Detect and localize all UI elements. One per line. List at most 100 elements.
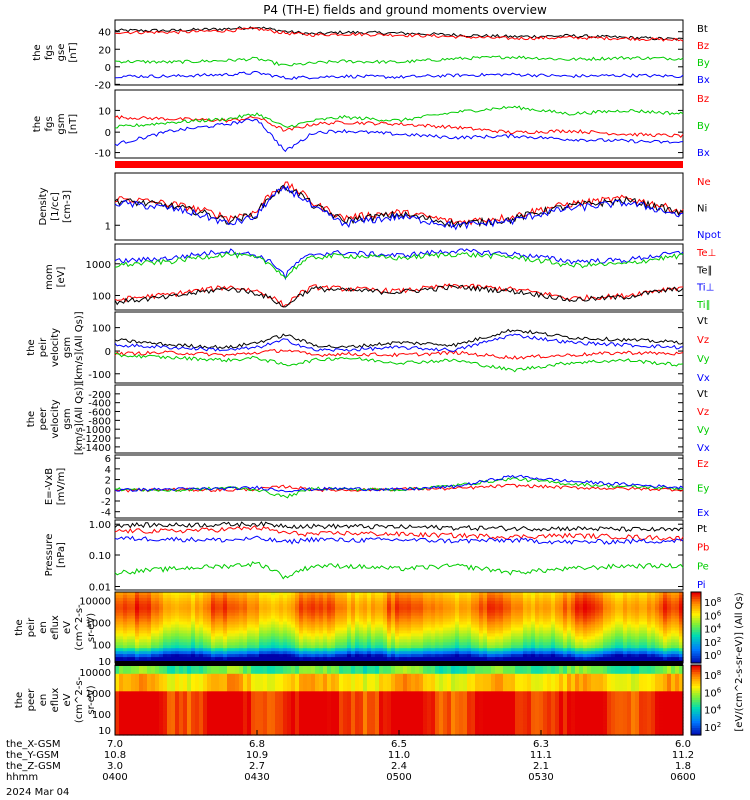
spectrogram-cell <box>283 732 288 736</box>
spectrogram-cell <box>503 648 508 652</box>
spectrogram-cell <box>163 732 168 736</box>
spectrogram-cell <box>343 609 348 614</box>
spectrogram-cell <box>191 685 196 689</box>
spectrogram-cell <box>367 651 372 655</box>
spectrogram-cell <box>291 633 296 637</box>
spectrogram-cell <box>175 603 180 608</box>
spectrogram-cell <box>427 633 432 637</box>
spectrogram-cell <box>595 618 600 623</box>
spectrogram-cell <box>211 726 216 730</box>
spectrogram-cell <box>239 673 244 678</box>
spectrogram-cell <box>335 642 340 646</box>
spectrogram-cell <box>323 657 328 661</box>
spectrogram-cell <box>519 654 524 658</box>
spectrogram-cell <box>171 702 176 707</box>
spectrogram-cell <box>511 642 516 646</box>
spectrogram-cell <box>307 673 312 678</box>
spectrogram-cell <box>383 648 388 652</box>
spectrogram-cell <box>335 624 340 629</box>
spectrogram-cell <box>159 618 164 623</box>
spectrogram-cell <box>375 633 380 637</box>
spectrogram-cell <box>611 600 616 605</box>
spectrogram-cell <box>543 636 548 640</box>
spectrogram-cell <box>451 630 456 635</box>
spectrogram-cell <box>155 592 160 596</box>
spectrogram-cell <box>523 636 528 640</box>
spectrogram-cell <box>275 694 280 698</box>
spectrogram-cell <box>251 714 256 719</box>
spectrogram-cell <box>383 592 388 596</box>
spectrogram-cell <box>435 633 440 637</box>
spectrogram-cell <box>123 612 128 617</box>
spectrogram-cell <box>167 603 172 608</box>
spectrogram-cell <box>251 676 256 681</box>
spectrogram-cell <box>655 645 660 649</box>
spectrogram-cell <box>559 636 564 640</box>
spectrogram-cell <box>131 639 136 643</box>
spectrogram-cell <box>323 642 328 646</box>
spectrogram-cell <box>411 606 416 611</box>
spectrogram-cell <box>575 633 580 637</box>
spectrogram-cell <box>207 665 212 669</box>
spectrogram-cell <box>227 732 232 736</box>
spectrogram-cell <box>131 627 136 632</box>
spectrogram-cell <box>355 615 360 620</box>
spectrogram-cell <box>175 621 180 626</box>
spectrogram-cell <box>307 654 312 658</box>
spectrogram-cell <box>635 595 640 599</box>
spectrogram-cell <box>143 642 148 646</box>
spectrogram-cell <box>115 606 120 611</box>
spectrogram-cell <box>307 657 312 661</box>
spectrogram-cell <box>123 665 128 669</box>
legend-density-1: Ni <box>697 204 707 215</box>
spectrogram-cell <box>387 651 392 655</box>
spectrogram-cell <box>567 615 572 620</box>
spectrogram-cell <box>171 592 176 596</box>
spectrogram-cell <box>511 648 516 652</box>
spectrogram-cell <box>175 682 180 686</box>
spectrogram-cell <box>291 682 296 686</box>
spectrogram-cell <box>551 618 556 623</box>
spectrogram-cell <box>655 639 660 643</box>
spectrogram-cell <box>383 624 388 629</box>
spectrogram-cell <box>275 621 280 626</box>
spectrogram-cell <box>419 633 424 637</box>
spectrogram-cell <box>287 705 292 710</box>
spectrogram-cell <box>123 603 128 608</box>
spectrogram-cell <box>171 729 176 733</box>
spectrogram-cell <box>211 630 216 635</box>
series-density-Npot <box>114 185 684 231</box>
spectrogram-cell <box>263 729 268 733</box>
spectrogram-cell <box>187 612 192 617</box>
spectrogram-cell <box>119 717 124 721</box>
spectrogram-cell <box>455 648 460 652</box>
spectrogram-cell <box>511 657 516 661</box>
spectrogram-cell <box>203 717 208 721</box>
spectrogram-cell <box>279 726 284 730</box>
spectrogram-cell <box>239 648 244 652</box>
spectrogram-cell <box>603 654 608 658</box>
spectrogram-cell <box>295 618 300 623</box>
spectrogram-cell <box>187 633 192 637</box>
spectrogram-cell <box>307 700 312 704</box>
spectrogram-cell <box>183 670 188 675</box>
spectrogram-cell <box>295 708 300 713</box>
spectrogram-cell <box>215 618 220 623</box>
spectrogram-cell <box>183 592 188 596</box>
spectrogram-cell <box>295 609 300 614</box>
spectrogram-cell <box>255 603 260 608</box>
spectrogram-cell <box>219 732 224 736</box>
spectrogram-cell <box>547 648 552 652</box>
spectrogram-cell <box>447 618 452 623</box>
spectrogram-cell <box>355 627 360 632</box>
spectrogram-cell <box>387 657 392 661</box>
spectrogram-cell <box>439 651 444 655</box>
spectrogram-cell <box>339 702 344 707</box>
ytick-label: 0 <box>105 128 111 139</box>
spectrogram-cell <box>651 618 656 623</box>
spectrogram-cell <box>123 702 128 707</box>
spectrogram-cell <box>183 700 188 704</box>
spectrogram-cell <box>279 603 284 608</box>
spectrogram-cell <box>475 633 480 637</box>
spectrogram-cell <box>291 642 296 646</box>
